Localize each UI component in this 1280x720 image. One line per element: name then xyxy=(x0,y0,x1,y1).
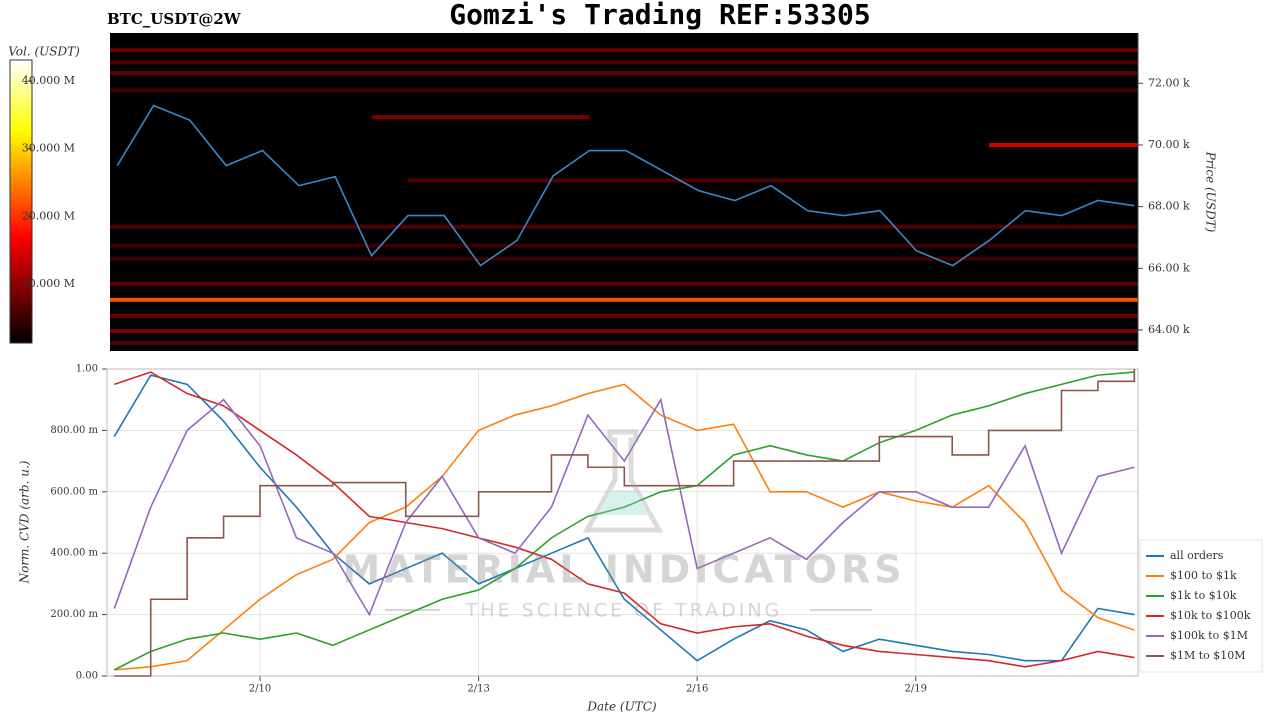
x-tick-label: 2/19 xyxy=(905,684,927,695)
heatmap-background xyxy=(110,33,1138,351)
x-tick-label: 2/10 xyxy=(249,684,271,695)
liquidity-band xyxy=(407,178,1138,183)
cvd-line xyxy=(114,371,1135,668)
y-tick-label: 66.00 k xyxy=(1148,261,1190,274)
liquidity-band xyxy=(110,256,1138,261)
watermark-icon xyxy=(582,429,664,533)
colorbar-tick-label: 40.000 M xyxy=(22,74,75,87)
liquidity-band xyxy=(110,88,1138,93)
plot-background xyxy=(107,369,1138,676)
legend-label: $1k to $10k xyxy=(1170,589,1237,602)
watermark: MATERIAL INDICATORS THE SCIENCE OF TRADI… xyxy=(342,429,905,622)
liquidity-band xyxy=(110,60,1138,65)
liquidity-band xyxy=(110,281,1138,286)
heatmap-plot: 64.00 k 66.00 k 68.00 k 70.00 k 72.00 k 10.00… xyxy=(22,33,1190,351)
cvd-line xyxy=(113,397,1135,617)
x-tick-label: 2/13 xyxy=(467,684,489,695)
y-axis-label: Norm. CVD (arb. u.) xyxy=(18,460,32,584)
colorbar-tick-label: 30.000 M xyxy=(22,142,75,155)
legend-label: $100 to $1k xyxy=(1170,569,1237,582)
cvd-line xyxy=(114,369,1136,677)
legend-label: $10k to $100k xyxy=(1170,609,1251,622)
y-tick-label: 200.00 m xyxy=(50,609,98,620)
watermark-subtitle: THE SCIENCE OF TRADING xyxy=(465,600,783,622)
cvd-line xyxy=(113,371,1135,671)
colorbar-label: Vol. (USDT) xyxy=(8,45,80,59)
y-tick-label: 68.00 k xyxy=(1148,200,1190,213)
colorbar xyxy=(9,59,33,344)
liquidity-band xyxy=(989,142,1138,147)
price-line xyxy=(116,104,1135,267)
y-tick-label: 0.00 xyxy=(76,671,98,682)
liquidity-band xyxy=(371,115,590,120)
y-tick-label: 1.00 xyxy=(76,364,98,375)
liquidity-band xyxy=(110,243,1138,248)
y-tick-label: 70.00 k xyxy=(1148,138,1190,151)
liquidity-band xyxy=(110,340,1138,345)
y-tick-label: 72.00 k xyxy=(1148,76,1190,89)
y-tick-label: 600.00 m xyxy=(50,486,98,497)
y-tick-label: 800.00 m xyxy=(50,425,98,436)
y-tick-label: 400.00 m xyxy=(50,548,98,559)
colorbar-tick-label: 10.000 M xyxy=(22,277,75,290)
legend-label: $1M to $10M xyxy=(1170,649,1246,662)
colorbar-tick-label: 20.000 M xyxy=(22,209,75,222)
liquidity-band xyxy=(110,297,1138,302)
cvd-plot: 2/10 2/13 2/16 2/19 0.00 200.00 m 400.00 m 600.… xyxy=(50,364,1263,695)
watermark-icon xyxy=(597,490,649,515)
chart-subtitle: BTC_USDT@2W xyxy=(107,10,242,28)
watermark-title: MATERIAL INDICATORS xyxy=(342,548,905,592)
chart-title: Gomzi's Trading REF:53305 xyxy=(449,0,870,31)
legend-label: all orders xyxy=(1170,549,1224,562)
liquidity-band xyxy=(110,328,1138,333)
cvd-line xyxy=(113,374,1135,662)
liquidity-band xyxy=(110,313,1138,318)
liquidity-band xyxy=(110,224,1138,229)
x-axis-label: Date (UTC) xyxy=(586,700,656,714)
cvd-line xyxy=(114,383,1135,671)
legend-label: $100k to $1M xyxy=(1170,629,1248,642)
y-axis-label: Price (USDT) xyxy=(1204,151,1218,233)
plot-frame xyxy=(106,368,1139,677)
liquidity-band xyxy=(110,48,1138,53)
liquidity-band xyxy=(110,71,1138,76)
legend-box xyxy=(1139,539,1263,673)
y-tick-label: 64.00 k xyxy=(1148,323,1190,336)
x-tick-label: 2/16 xyxy=(686,684,708,695)
